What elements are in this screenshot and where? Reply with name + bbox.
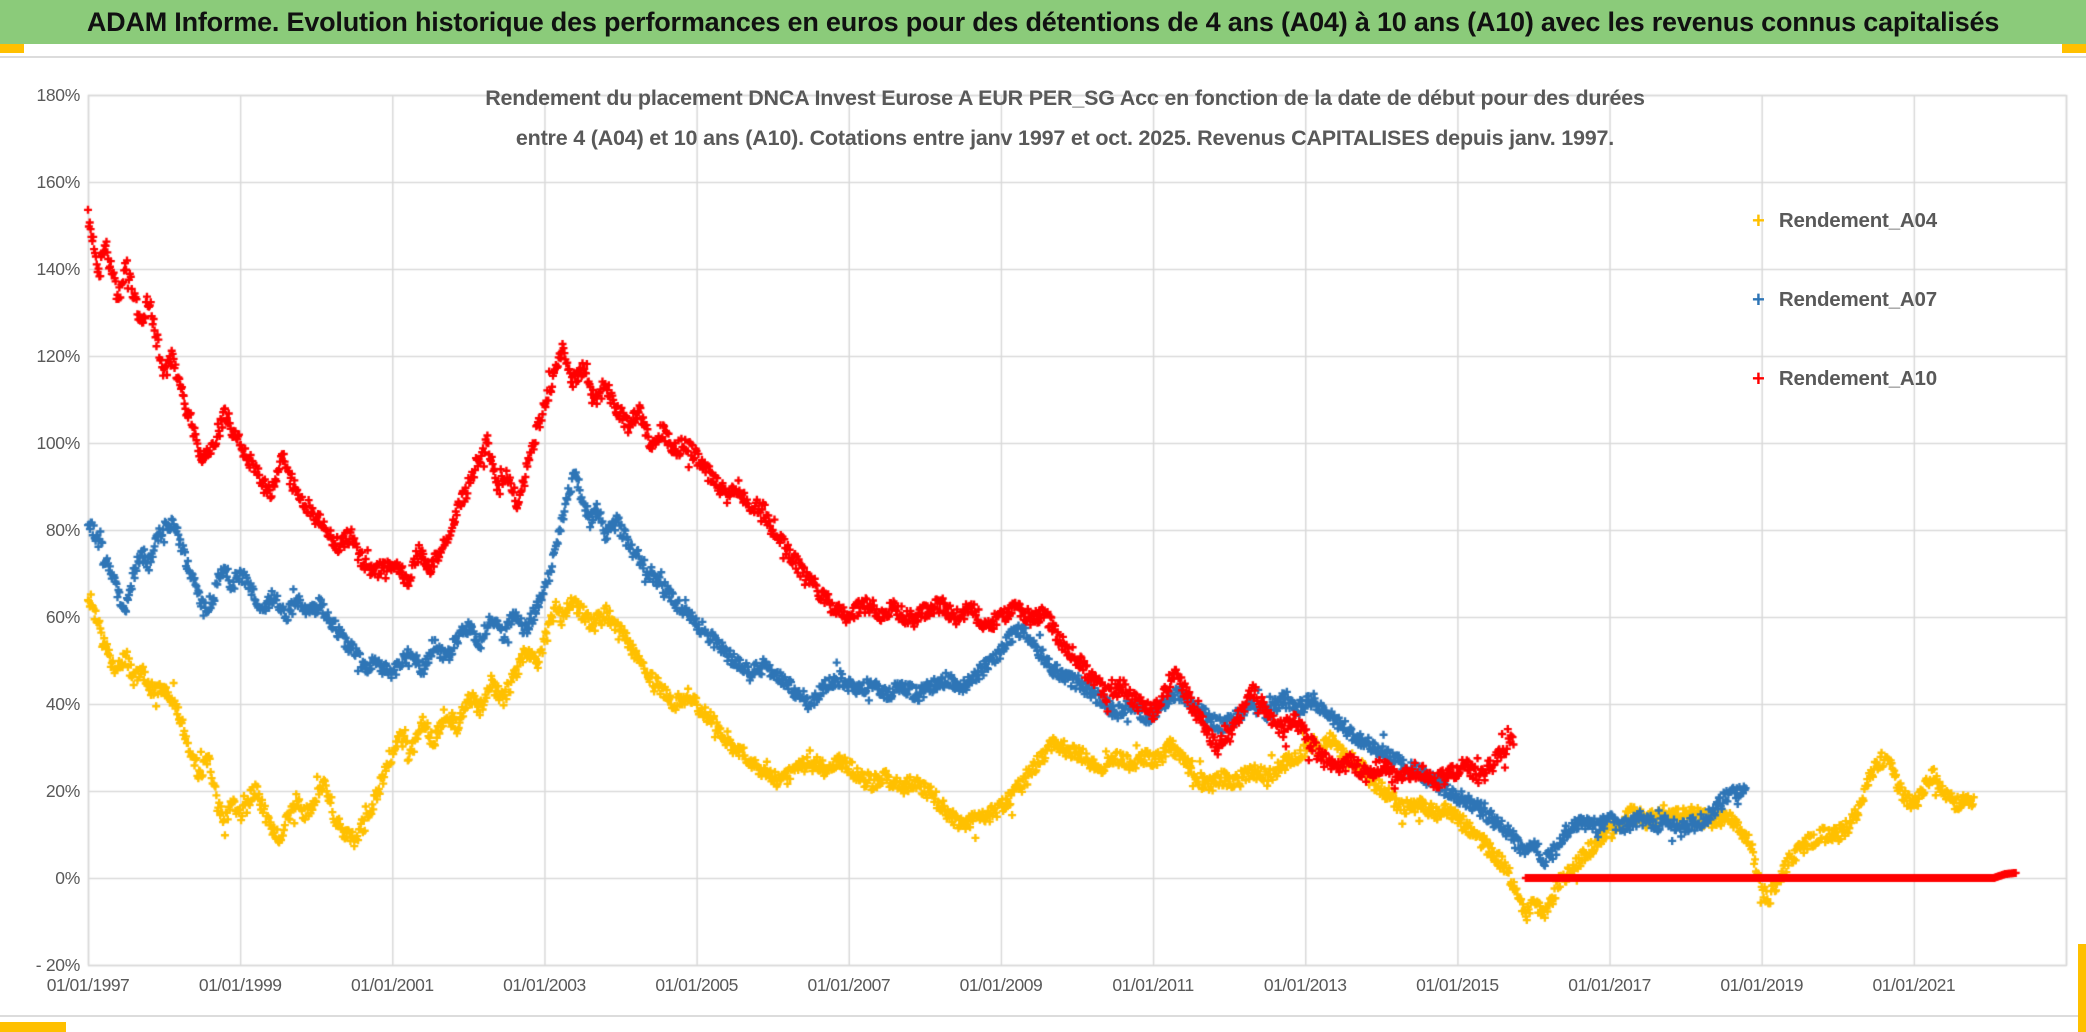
chart-title-line2: entre 4 (A04) et 10 ans (A10). Cotations… <box>515 126 1615 150</box>
x-tick-label: 01/01/1997 <box>46 975 130 995</box>
accent-right-edge <box>2078 944 2086 1032</box>
accent-left-bottom <box>0 1022 66 1032</box>
x-tick-label: 01/01/2011 <box>1112 975 1194 995</box>
y-tick-label: 160% <box>36 172 80 192</box>
x-tick-label: 01/01/1999 <box>198 975 282 995</box>
x-tick-label: 01/01/2007 <box>807 975 891 995</box>
y-tick-label: 40% <box>45 694 80 714</box>
y-tick-label: - 20% <box>35 955 81 975</box>
y-tick-label: 140% <box>36 259 80 279</box>
x-tick-label: 01/01/2015 <box>1416 975 1499 995</box>
x-tick-label: 01/01/2017 <box>1568 975 1651 995</box>
legend-item-rendement_a07[interactable]: + Rendement_A07 <box>1752 288 1937 312</box>
row-divider-bottom <box>0 1015 2086 1017</box>
y-tick-label: 180% <box>36 85 80 105</box>
x-tick-label: 01/01/2019 <box>1720 975 1803 995</box>
x-tick-label: 01/01/2001 <box>351 975 434 995</box>
legend-item-rendement_a04[interactable]: + Rendement_A04 <box>1752 209 1937 233</box>
y-tick-label: 20% <box>45 781 80 801</box>
y-tick-label: 100% <box>36 433 80 453</box>
x-tick-label: 01/01/2005 <box>655 975 738 995</box>
y-tick-label: 0% <box>55 868 80 888</box>
legend-marker-icon: + <box>1752 208 1765 233</box>
x-tick-label: 01/01/2003 <box>503 975 586 995</box>
y-tick-label: 120% <box>36 346 80 366</box>
chart-title: Rendement du placement DNCA Invest Euros… <box>300 78 1830 158</box>
legend-label: Rendement_A07 <box>1778 288 1937 311</box>
y-tick-label: 60% <box>45 607 80 627</box>
legend-label: Rendement_A04 <box>1778 209 1937 232</box>
legend-marker-icon: + <box>1752 366 1765 391</box>
legend-marker-icon: + <box>1752 287 1765 312</box>
legend-item-rendement_a10[interactable]: + Rendement_A10 <box>1752 367 1937 391</box>
y-tick-label: 80% <box>45 520 80 540</box>
x-tick-label: 01/01/2013 <box>1263 975 1347 995</box>
x-tick-label: 01/01/2009 <box>959 975 1043 995</box>
chart-title-line1: Rendement du placement DNCA Invest Euros… <box>485 86 1645 110</box>
x-tick-label: 01/01/2021 <box>1872 975 1956 995</box>
legend-label: Rendement_A10 <box>1778 367 1937 390</box>
